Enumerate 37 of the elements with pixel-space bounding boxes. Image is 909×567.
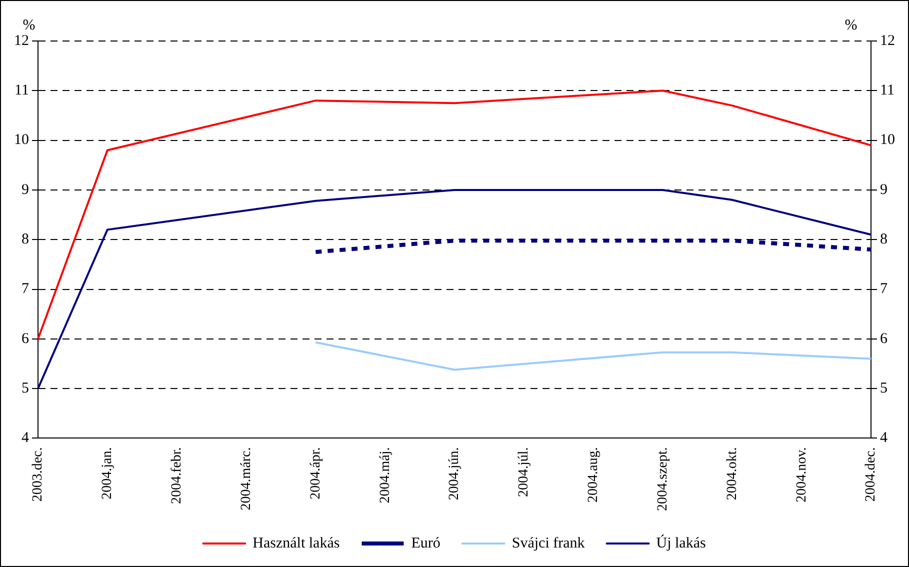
- y2-tick-label: 9: [880, 182, 888, 198]
- x-tick-label: 2004.máj.: [378, 447, 393, 504]
- y2-tick-label: 11: [880, 82, 894, 99]
- legend-label: Használt lakás: [252, 535, 340, 552]
- x-tick-label: 2004.júl.: [516, 447, 532, 498]
- x-tick-label: 2004.szept.: [655, 447, 670, 511]
- x-tick-label: 2004.márc.: [238, 447, 254, 510]
- y2-axis-title: %: [844, 17, 858, 34]
- legend-label: Új lakás: [656, 534, 706, 552]
- x-tick-label: 2003.dec.: [30, 447, 46, 502]
- x-tick-label: 2004.dec.: [864, 447, 879, 502]
- x-tick-label: 2004.ápr.: [308, 447, 324, 500]
- legend-label: Euró: [411, 535, 440, 552]
- y-tick-label: 9: [22, 182, 29, 198]
- x-tick-label: 2004.jún.: [447, 447, 462, 500]
- y-tick-label: 5: [22, 380, 29, 397]
- y-axis-title: %: [22, 17, 36, 34]
- y2-tick-label: 5: [880, 380, 888, 397]
- y2-tick-label: 6: [880, 330, 888, 347]
- y2-tick-label: 4: [880, 430, 888, 446]
- y-tick-label: 8: [22, 232, 29, 248]
- x-tick-label: 2004.okt.: [724, 447, 740, 500]
- y-tick-label: 12: [14, 32, 29, 49]
- y-tick-label: 6: [22, 330, 30, 347]
- y2-tick-label: 7: [880, 281, 888, 298]
- y2-tick-label: 8: [880, 232, 888, 248]
- x-tick-label: 2004.nov.: [794, 447, 810, 502]
- y2-tick-label: 10: [880, 132, 895, 148]
- y-tick-label: 11: [14, 82, 29, 99]
- x-tick-label: 2004.febr.: [170, 447, 185, 504]
- x-tick-label: 2004.jan.: [100, 447, 116, 500]
- y-tick-label: 10: [14, 132, 29, 148]
- x-tick-label: 2004.aug.: [586, 447, 602, 502]
- y-tick-label: 7: [22, 281, 30, 298]
- y-tick-label: 4: [22, 430, 30, 446]
- legend-label: Svájci frank: [512, 535, 586, 552]
- y2-tick-label: 12: [880, 32, 895, 49]
